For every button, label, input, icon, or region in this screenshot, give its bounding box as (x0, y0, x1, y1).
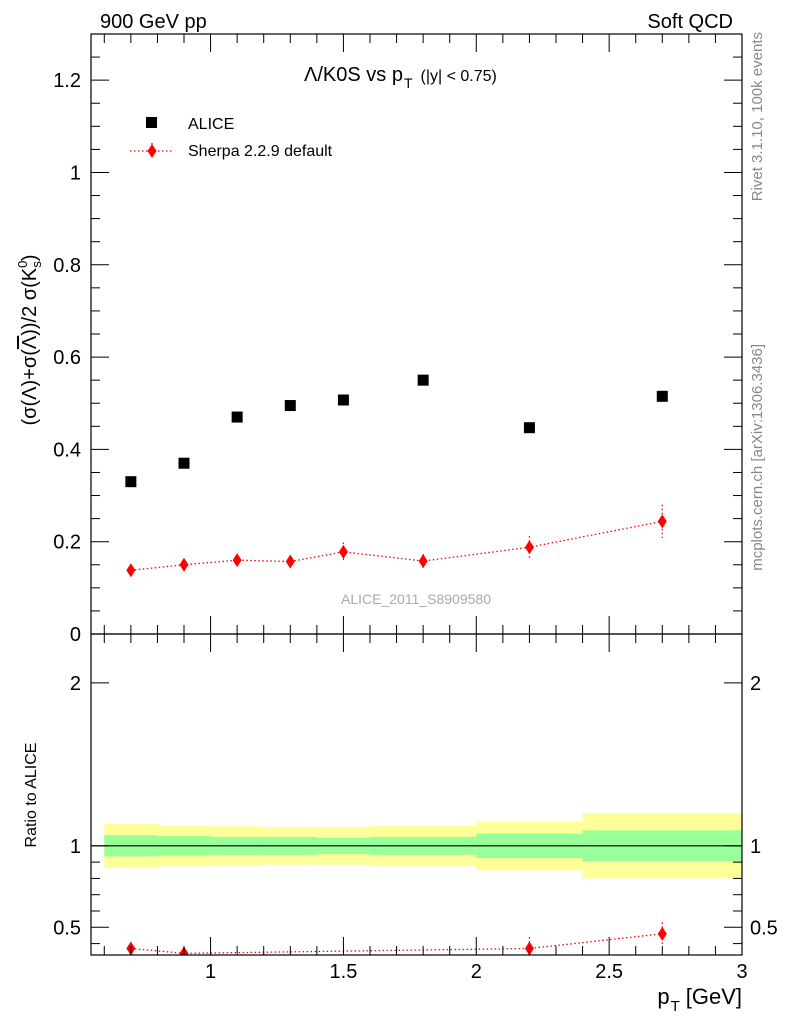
y-label-sup: 0 (15, 261, 30, 268)
x-label-main: p (657, 984, 669, 1009)
legend: ALICE Sherpa 2.2.9 default (130, 116, 333, 160)
x-tick-label: 3 (736, 961, 747, 983)
x-axis-label: pT [GeV] (657, 984, 742, 1015)
mcplots-reference-label: mcplots.cern.ch [arXiv:1306.3436] (749, 344, 766, 571)
alice-point (337, 394, 349, 406)
y-label-sub: s (29, 261, 44, 268)
y-label-lead: (σ(Λ)+σ( (19, 349, 41, 426)
chart-title-main: Λ/K0S vs p (304, 64, 403, 86)
ratio-panel-frame (90, 633, 743, 956)
ratio-panel-x-tick-labels: 1 1.5 2 2.5 3 (205, 961, 748, 983)
ratio-sherpa-point (657, 926, 667, 941)
ratio-y-tick-label-left: 0.5 (53, 917, 81, 939)
alice-point (523, 422, 535, 434)
rivet-version-label: Rivet 3.1.10, 100k events (749, 32, 766, 201)
sherpa-point (126, 563, 136, 578)
sherpa-point (524, 540, 534, 555)
ratio-y-tick-label-left: 1 (70, 836, 81, 858)
main-panel-series (125, 374, 668, 578)
sherpa-point (179, 557, 189, 572)
sherpa-point (657, 514, 667, 529)
y-label-close: ) (19, 254, 41, 261)
y-label-overline: Λ (19, 335, 41, 349)
ratio-y-tick-label-left: 2 (70, 673, 81, 695)
y-tick-label: 1 (70, 162, 81, 184)
sherpa-point (285, 554, 295, 569)
ratio-panel-y-tick-labels: 0.5 0.5 1 1 2 2 (53, 673, 778, 939)
legend-label-alice: ALICE (188, 116, 234, 133)
main-panel-y-label: (σ(Λ)+σ(Λ))/2 σ(K0s) (15, 254, 44, 425)
alice-point (178, 457, 190, 469)
ratio-panel-y-label: Ratio to ALICE (23, 743, 40, 848)
ratio-panel: 0.5 0.5 1 1 2 2 1 1.5 2 2.5 3 Ratio to ALICE pT [G… (23, 633, 778, 1015)
x-tick-label: 2.5 (595, 961, 623, 983)
main-panel-y-tick-labels: 0 0.2 0.4 0.6 0.8 1 1.2 (53, 70, 81, 646)
chart-title: Λ/K0S vs pT (|y| < 0.75) (304, 64, 497, 91)
x-label-sub: T (671, 998, 680, 1015)
ratio-panel-ticks (91, 634, 743, 955)
ratio-y-tick-label-right: 2 (750, 673, 761, 695)
sherpa-point (418, 554, 428, 569)
header-right-label: Soft QCD (647, 11, 733, 33)
y-tick-label: 0.8 (53, 255, 81, 277)
legend-marker-sherpa (147, 144, 157, 158)
chart-title-sub: T (404, 75, 413, 91)
legend-label-sherpa: Sherpa 2.2.9 default (188, 143, 333, 160)
x-tick-label: 1.5 (330, 961, 358, 983)
y-label-tail: ))/2 σ(K (19, 267, 41, 336)
y-tick-label: 0.2 (53, 532, 81, 554)
header-left-label: 900 GeV pp (100, 11, 207, 33)
sherpa-point (338, 544, 348, 559)
alice-point (125, 476, 137, 488)
y-tick-label: 0 (70, 624, 81, 646)
sherpa-point (232, 553, 242, 568)
alice-point (417, 374, 429, 386)
legend-marker-alice (146, 117, 157, 128)
x-tick-label: 1 (205, 961, 216, 983)
chart-title-cut: (|y| < 0.75) (421, 68, 497, 85)
x-tick-label: 2 (471, 961, 482, 983)
y-tick-label: 1.2 (53, 70, 81, 92)
sherpa-line (130, 520, 663, 571)
main-panel: 0 0.2 0.4 0.6 0.8 1 1.2 Λ/K0S vs pT (|y| < 0.75… (15, 33, 743, 646)
alice-point (284, 400, 296, 412)
alice-point (231, 411, 243, 423)
ratio-y-tick-label-right: 1 (750, 836, 761, 858)
y-tick-label: 0.6 (53, 347, 81, 369)
x-label-unit: [GeV] (686, 984, 742, 1009)
alice-point (656, 390, 668, 402)
y-tick-label: 0.4 (53, 439, 81, 461)
analysis-watermark: ALICE_2011_S8909580 (341, 591, 491, 607)
ratio-y-tick-label-right: 0.5 (750, 917, 778, 939)
